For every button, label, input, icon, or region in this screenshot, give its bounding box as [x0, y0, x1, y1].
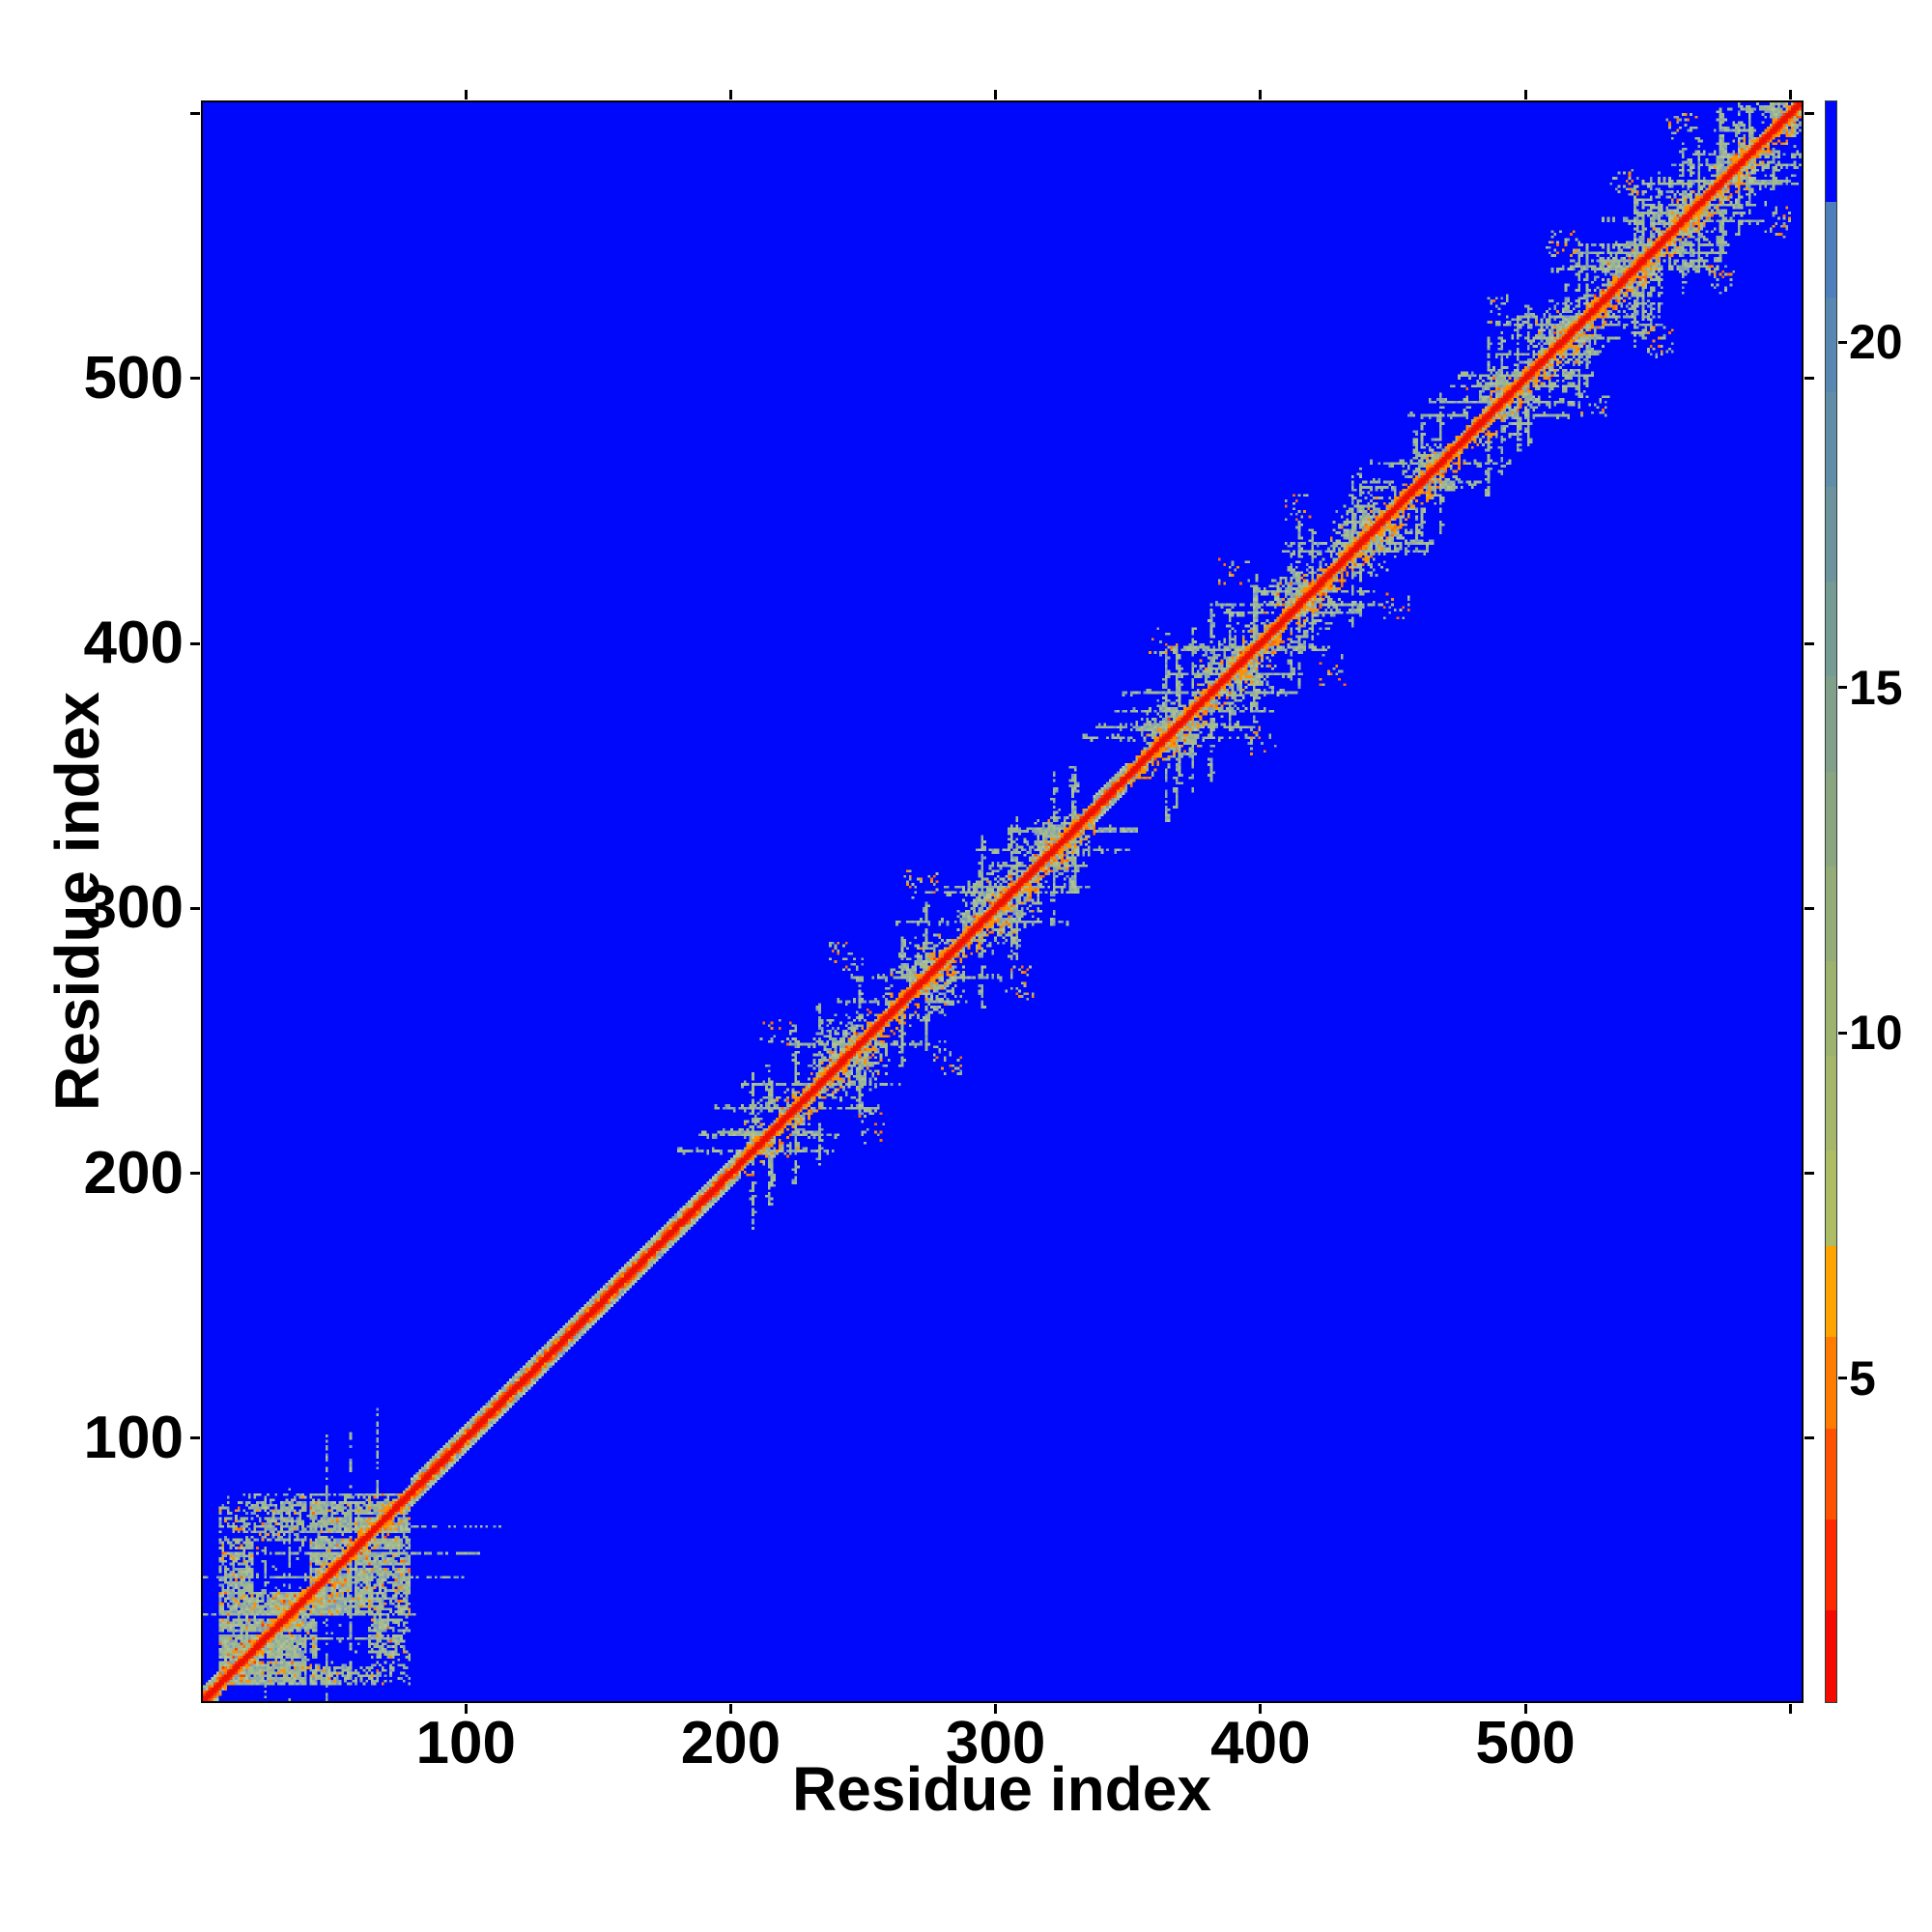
y-tick: [190, 1172, 200, 1176]
y-tick: [190, 1436, 200, 1440]
colorbar-segment: [1826, 487, 1836, 582]
x-tick-top: [1259, 90, 1263, 99]
colorbar-segment: [1826, 1245, 1836, 1338]
y-tick-label: 100: [83, 1404, 184, 1471]
x-tick-label: 200: [680, 1710, 781, 1776]
colorbar: [1825, 100, 1837, 1703]
colorbar-tick-label: 10: [1849, 1006, 1903, 1061]
x-axis-label: Residue index: [792, 1754, 1211, 1824]
colorbar-tick: [1838, 1377, 1847, 1380]
colorbar-segment: [1826, 1337, 1836, 1429]
y-tick-right: [1804, 906, 1814, 910]
colorbar-segment: [1826, 1428, 1836, 1520]
y-tick-label: 500: [83, 344, 184, 412]
colorbar-segment: [1826, 1056, 1836, 1151]
y-tick-right: [1804, 1172, 1814, 1176]
y-tick-right: [1804, 377, 1814, 381]
x-tick-top: [728, 90, 732, 99]
colorbar-tick: [1838, 686, 1847, 690]
y-tick-right: [1804, 112, 1814, 116]
colorbar-tick-label: 20: [1849, 315, 1903, 370]
x-tick-label: 100: [415, 1710, 516, 1776]
y-tick: [190, 906, 200, 910]
y-tick: [190, 641, 200, 645]
y-tick: [190, 112, 200, 116]
colorbar-segment: [1826, 1610, 1836, 1702]
colorbar-segment: [1826, 866, 1836, 962]
x-tick: [994, 1704, 998, 1714]
colorbar-segment: [1826, 202, 1836, 298]
x-tick-label: 400: [1210, 1710, 1311, 1776]
colorbar-segment: [1826, 961, 1836, 1057]
colorbar-tick-label: 5: [1849, 1350, 1876, 1406]
x-tick: [728, 1704, 732, 1714]
plot-area: [201, 100, 1804, 1703]
y-tick: [190, 377, 200, 381]
x-tick: [1523, 1704, 1527, 1714]
x-tick-top: [1523, 90, 1527, 99]
x-tick: [464, 1704, 468, 1714]
colorbar-tick: [1838, 340, 1847, 344]
colorbar-segment: [1826, 676, 1836, 772]
colorbar-tick-label: 15: [1849, 660, 1903, 715]
colorbar-segment: [1826, 582, 1836, 677]
colorbar-tick: [1838, 1031, 1847, 1035]
y-tick-right: [1804, 641, 1814, 645]
y-tick-label: 300: [83, 874, 184, 942]
colorbar-segment: [1826, 391, 1836, 487]
x-tick-label: 500: [1475, 1710, 1576, 1776]
colorbar-segment: [1826, 771, 1836, 867]
colorbar-segment: [1826, 101, 1836, 203]
x-tick: [1788, 1704, 1792, 1714]
colorbar-segment: [1826, 1151, 1836, 1246]
y-tick-right: [1804, 1436, 1814, 1440]
x-tick-top: [1788, 90, 1792, 99]
x-tick: [1259, 1704, 1263, 1714]
x-tick-top: [994, 90, 998, 99]
colorbar-segment: [1826, 1519, 1836, 1611]
heatmap-canvas: [203, 102, 1802, 1701]
x-tick-label: 300: [945, 1710, 1046, 1776]
x-tick-top: [464, 90, 468, 99]
colorbar-segment: [1826, 297, 1836, 392]
y-tick-label: 200: [83, 1139, 184, 1207]
y-tick-label: 400: [83, 610, 184, 677]
